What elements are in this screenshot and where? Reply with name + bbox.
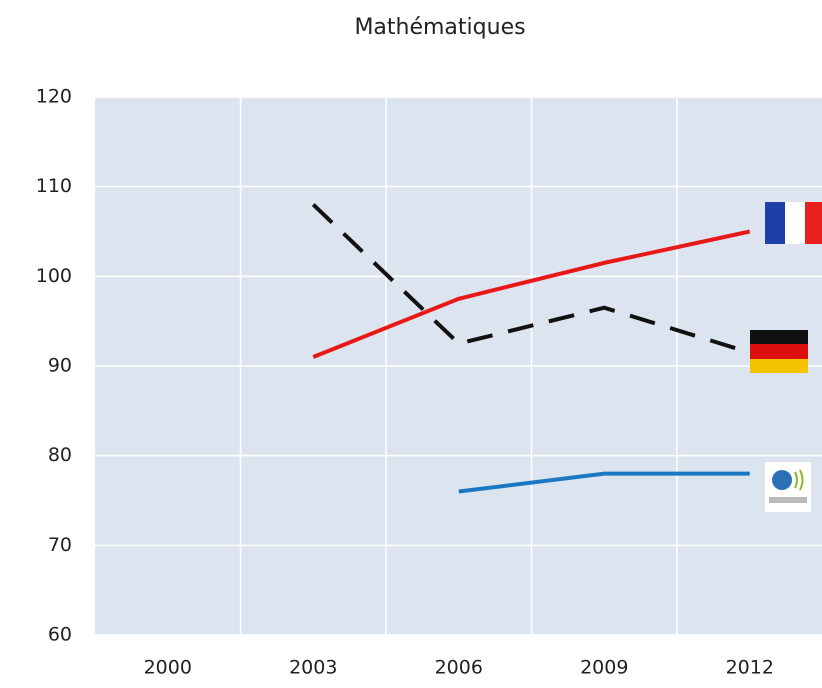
series-line xyxy=(311,203,751,355)
marks: 60 70 80 90 100 110 120 2000 2003 2006 2009 2012 xyxy=(36,86,822,679)
x-tick-label: 2003 xyxy=(289,657,337,679)
y-tick-label: 90 xyxy=(48,355,72,377)
y-tick-label: 110 xyxy=(36,175,72,197)
x-tick-label: 2000 xyxy=(144,657,192,679)
series-line xyxy=(458,471,750,494)
flag-germany xyxy=(750,330,808,373)
chart-title: Mathématiques xyxy=(354,15,525,40)
x-tick-label: 2012 xyxy=(726,657,774,679)
series-line xyxy=(312,229,751,359)
x-tick-label: 2009 xyxy=(580,657,628,679)
logo-oecd xyxy=(765,462,811,512)
x-tick-label: 2006 xyxy=(435,657,483,679)
y-tick-label: 60 xyxy=(48,624,72,646)
y-tick-label: 80 xyxy=(48,444,72,466)
y-tick-label: 100 xyxy=(36,265,72,287)
y-tick-label: 120 xyxy=(36,86,72,108)
y-tick-label: 70 xyxy=(48,534,72,556)
flag-france xyxy=(765,202,822,244)
